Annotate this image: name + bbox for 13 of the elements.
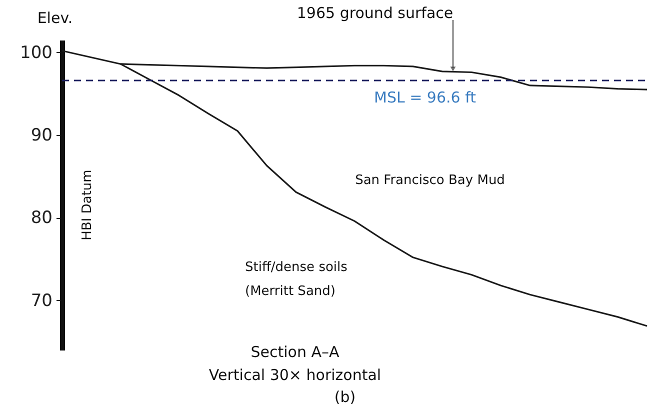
annotation: Stiff/dense soils (Merritt Sand) [245,260,348,299]
annotation: Section A–A [250,343,340,361]
text: 1965 ground surface [296,4,454,22]
y-tick-label: 70 [30,290,52,311]
annotation: HBI Datum [80,170,95,240]
y-axis-title: Elev. [37,9,73,27]
text: Vertical 30× horizontal [208,366,382,384]
y-tick-label: 90 [30,126,52,146]
y-tick-label: 80 [30,208,52,228]
ref-line-label: MSL = 96.6 ft [374,88,476,107]
annotation: San Francisco Bay Mud [355,173,505,188]
text: (b) [334,388,356,406]
y-tick-label: 100 [20,42,52,63]
